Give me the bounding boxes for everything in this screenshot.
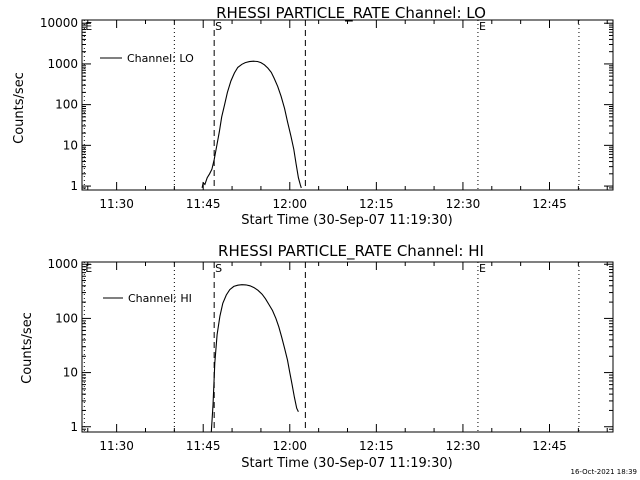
x-tick-label: 12:45 [532, 439, 567, 453]
event-marker-label: E [479, 262, 486, 275]
x-tick-label: 11:45 [186, 197, 221, 211]
legend-entry: Channel: HI [128, 292, 192, 305]
x-tick-label: 12:00 [272, 439, 307, 453]
chart-title: RHESSI PARTICLE_RATE Channel: LO [216, 4, 486, 23]
event-marker-label: E [85, 262, 92, 275]
x-axis-label: Start Time (30-Sep-07 11:19:30) [241, 456, 452, 471]
plot-frame [81, 19, 614, 191]
y-axis-label: Counts/sec [20, 312, 35, 384]
y-tick-label: 1000 [47, 57, 78, 71]
y-tick-label: 1 [70, 420, 78, 434]
y-axis-label: Counts/sec [12, 72, 27, 144]
y-tick-label: 100 [55, 311, 78, 325]
footer-timestamp: 16-Oct-2021 18:39 [571, 468, 637, 476]
y-tick-label: 10 [63, 138, 78, 152]
x-tick-label: 12:15 [359, 439, 394, 453]
series-line [210, 284, 299, 433]
y-tick-label: 10000 [40, 16, 78, 30]
y-tick-label: 1 [70, 179, 78, 193]
event-marker-label: E [479, 20, 486, 33]
event-marker-label: E [85, 20, 92, 33]
y-tick-label: 10 [63, 366, 78, 380]
event-marker-label: S [215, 20, 222, 33]
y-tick-label: 100 [55, 98, 78, 112]
legend-entry: Channel: LO [127, 52, 194, 65]
x-tick-label: 12:15 [359, 197, 394, 211]
chart-panel-lo: RHESSI PARTICLE_RATE Channel: LO Start T… [12, 4, 614, 228]
event-marker-label: S [215, 262, 222, 275]
x-tick-label: 11:30 [99, 439, 134, 453]
x-tick-label: 11:45 [186, 439, 221, 453]
chart-title: RHESSI PARTICLE_RATE Channel: HI [218, 242, 484, 261]
series-line [201, 60, 302, 189]
x-tick-label: 12:30 [446, 197, 481, 211]
x-tick-label: 12:00 [272, 197, 307, 211]
y-tick-label: 1000 [47, 257, 78, 271]
x-tick-label: 12:45 [532, 197, 567, 211]
plot-frame [81, 261, 614, 433]
x-tick-label: 11:30 [99, 197, 134, 211]
x-axis-label: Start Time (30-Sep-07 11:19:30) [241, 213, 452, 228]
chart-panel-hi: RHESSI PARTICLE_RATE Channel: HI Start T… [20, 242, 614, 471]
x-tick-label: 12:30 [446, 439, 481, 453]
